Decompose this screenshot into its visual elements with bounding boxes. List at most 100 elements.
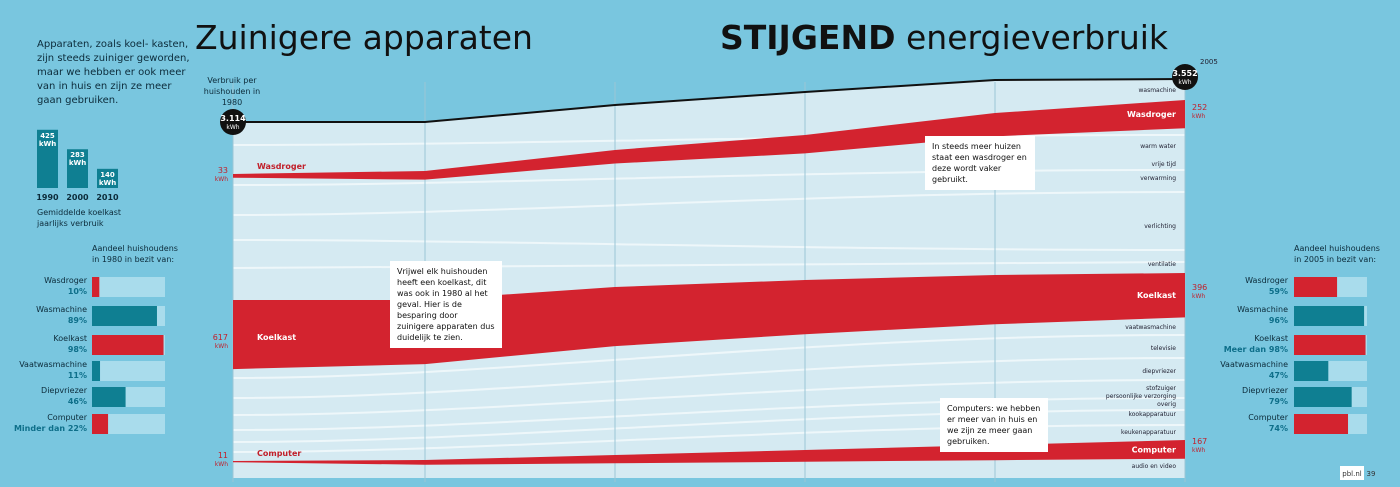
ownership-label: 74% <box>1269 424 1288 433</box>
label-line: kWh <box>99 179 116 187</box>
ownership-label: Meer dan 98% <box>1224 345 1288 354</box>
label-line: kWh <box>69 159 86 167</box>
ownership-track <box>92 361 165 381</box>
title-bold: STIJGEND <box>720 18 896 57</box>
ownership-name: Koelkast <box>1254 334 1288 343</box>
band-name: Computer <box>1132 445 1176 454</box>
ownership-label: 89% <box>68 316 87 325</box>
callout: Computers: we hebben er meer van in huis… <box>940 398 1048 452</box>
category-label: vaatwasmachine <box>1125 324 1176 331</box>
ownership-label: 96% <box>1269 316 1288 325</box>
unit: kWh <box>1178 79 1191 86</box>
separator <box>232 261 1186 269</box>
ownership-bar <box>92 277 100 297</box>
ownership-name: Vaatwasmachine <box>19 360 87 369</box>
callout: Vrijwel elk huishouden heeft een koelkas… <box>390 261 502 348</box>
ownership-bar <box>1294 306 1365 326</box>
ownership-label: 47% <box>1269 371 1288 380</box>
ownership-track <box>92 277 165 297</box>
unit: kWh <box>215 461 228 468</box>
ownership-bar <box>92 387 126 407</box>
label-line: 140 <box>100 171 115 179</box>
category-label: audio en video <box>1132 463 1177 470</box>
ownership-name: Computer <box>47 413 87 422</box>
separator <box>232 191 1186 216</box>
end-value: 396 <box>1192 283 1207 292</box>
ownership-label: 98% <box>68 345 87 354</box>
separator <box>232 357 1186 399</box>
category-label: persoonlijke verzorging <box>1106 393 1176 400</box>
fridge-bar <box>37 129 58 188</box>
separator <box>232 379 1186 416</box>
ownership-name: Wasmachine <box>36 305 87 314</box>
category-label: keukenapparatuur <box>1121 429 1177 436</box>
ownership-name: Vaatwasmachine <box>1220 360 1288 369</box>
category-label: wasmachine <box>1139 87 1177 94</box>
unit: kWh <box>215 176 228 183</box>
callout: In steeds meer huizen staat een wasdroge… <box>925 136 1035 190</box>
start-value: 11 <box>218 451 228 460</box>
ownership-bar <box>92 361 101 381</box>
category-label: overig <box>1157 401 1176 408</box>
start-value: 33 <box>218 166 228 175</box>
end-value: 167 <box>1192 437 1207 446</box>
ownership-heading: Aandeel huishoudens in 2005 in bezit van… <box>1294 244 1380 264</box>
category-label: stofzuiger <box>1146 385 1176 392</box>
fridge-bar-label: 140 kWh <box>99 171 116 187</box>
ownership-name: Computer <box>1248 413 1288 422</box>
category-label: warm water <box>1140 143 1176 150</box>
title-rest: energieverbruik <box>905 18 1169 57</box>
footer-box <box>1340 466 1364 480</box>
band-name: Wasdroger <box>1127 110 1176 119</box>
fridge-bar <box>97 168 118 188</box>
intro: Apparaten, zoals koel- kasten, zijn stee… <box>37 39 190 106</box>
band-name: Wasdroger <box>257 162 306 171</box>
label-line: 283 <box>70 151 85 159</box>
separator <box>232 134 1186 146</box>
flow-band <box>233 100 1185 180</box>
category-label: kookapparatuur <box>1128 411 1176 418</box>
unit: kWh <box>215 343 228 350</box>
category-label: verlichting <box>1144 223 1176 230</box>
ownership-name: Wasmachine <box>1237 305 1288 314</box>
fridge-year: 2000 <box>66 193 89 202</box>
start-caption: Verbruik per huishouden in 1980 <box>203 76 261 107</box>
total-marker <box>220 109 246 135</box>
band-name: Computer <box>257 449 301 458</box>
ownership-name: Diepvriezer <box>41 386 88 395</box>
ownership-track <box>92 414 165 434</box>
separator <box>232 239 1186 251</box>
total-label: 3.552 <box>1172 69 1197 78</box>
ownership-name: Wasdroger <box>44 276 88 285</box>
ownership-label: 10% <box>68 287 87 296</box>
ownership-name: Koelkast <box>53 334 87 343</box>
ownership-bar <box>1294 335 1366 355</box>
title-right: STIJGEND energieverbruik <box>720 18 1168 57</box>
end-caption: 2005 <box>1200 58 1218 66</box>
unit: kWh <box>1192 113 1205 120</box>
start-value: 617 <box>213 333 228 342</box>
ownership-label: 46% <box>68 397 87 406</box>
unit: kWh <box>1192 293 1205 300</box>
title-left: Zuinigere apparaten <box>195 18 533 57</box>
ownership-label: 59% <box>1269 287 1288 296</box>
ownership-bar <box>1294 361 1329 381</box>
fridge-bar <box>67 149 88 188</box>
ownership-label: Minder dan 22% <box>14 424 87 433</box>
ownership-name: Diepvriezer <box>1242 386 1289 395</box>
label-line: kWh <box>39 140 56 148</box>
ownership-bar <box>1294 414 1349 434</box>
band-name: Koelkast <box>257 333 296 342</box>
ownership-bar <box>92 306 157 326</box>
unit: kWh <box>1192 447 1205 454</box>
category-label: vrije tijd <box>1152 161 1177 168</box>
flow-band <box>233 440 1185 465</box>
ownership-bar <box>92 335 164 355</box>
fridge-year: 2010 <box>96 193 119 202</box>
band-name: Koelkast <box>1137 291 1176 300</box>
label-line: 425 <box>40 132 55 140</box>
category-label: verwarming <box>1140 175 1176 182</box>
fridge-year: 1990 <box>36 193 59 202</box>
end-value: 252 <box>1192 103 1207 112</box>
